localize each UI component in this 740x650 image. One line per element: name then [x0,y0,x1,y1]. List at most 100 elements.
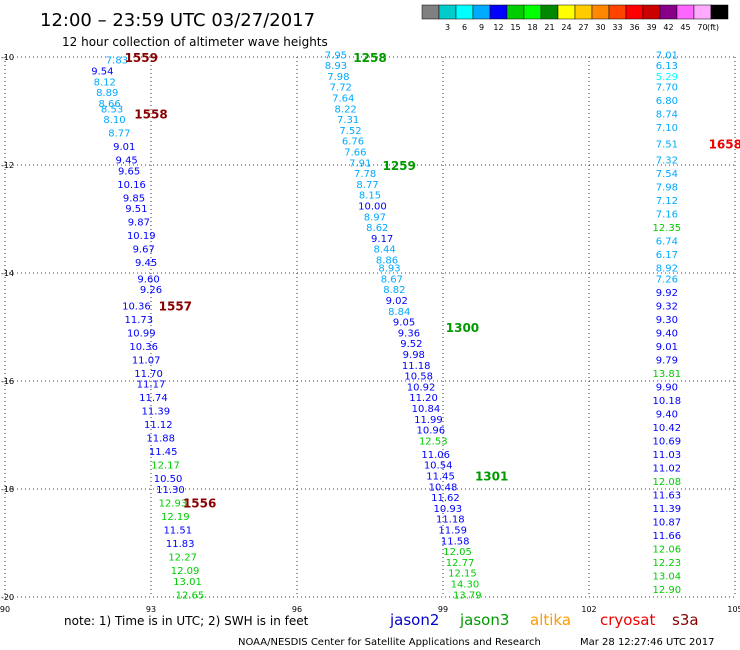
wave-height-value: 12.09 [171,566,200,577]
colorbar-swatch [659,4,678,20]
wave-height-value: 7.16 [656,210,678,221]
footer-note: note: 1) Time is in UTC; 2) SWH is in fe… [64,614,309,628]
wave-height-value: 7.98 [656,183,678,194]
wave-height-value: 11.88 [146,434,175,445]
pass-time-label: 1301 [475,470,508,484]
wave-height-value: 9.45 [135,258,157,269]
wave-height-value: 7.32 [656,156,678,167]
wave-height-value: 6.74 [656,237,678,248]
colorbar-label: 30 [595,23,605,32]
wave-height-value: 9.52 [400,339,422,350]
wave-height-value: 12.27 [168,553,197,564]
wave-height-value: 12.23 [653,558,682,569]
wave-height-value: 6.13 [656,61,678,72]
wave-height-value: 10.16 [117,180,146,191]
wave-height-value: 7.98 [327,72,349,83]
wave-height-value: 8.10 [103,115,125,126]
chart-subtitle: 12 hour collection of altimeter wave hei… [62,35,328,49]
wave-height-value: 7.91 [349,158,371,169]
wave-height-value: 12.17 [151,461,180,472]
wave-height-value: 12.19 [161,512,190,523]
colorbar-label: 6 [462,23,467,32]
wave-height-value: 11.70 [134,369,163,380]
wave-height-value: 7.52 [339,126,361,137]
colorbar-label: 18 [527,23,537,32]
wave-height-value: 7.26 [656,274,678,285]
wave-height-value: 10.50 [154,474,183,485]
colorbar-swatch [642,4,661,20]
footer-timestamp: Mar 28 12:27:46 UTC 2017 [580,637,715,648]
wave-height-value: 6.17 [656,250,678,261]
wave-height-value: 11.83 [166,539,195,550]
wave-height-value: 9.30 [656,315,678,326]
wave-height-value: 13.81 [653,369,682,380]
colorbar-label: 36 [629,23,639,32]
wave-height-value: 8.67 [381,274,403,285]
wave-height-value: 9.92 [656,288,678,299]
wave-height-value: 10.48 [429,482,458,493]
pass-time-label: 1259 [382,159,415,173]
wave-height-value: 9.17 [371,234,393,245]
wave-height-value: 12.35 [653,223,682,234]
wave-height-value: 12.65 [176,590,205,601]
wave-height-value: 9.90 [656,382,678,393]
colorbar-unit-label: (ft) [707,23,719,32]
wave-height-value: 9.45 [116,156,138,167]
colorbar-label: 45 [680,23,690,32]
colorbar-swatch [489,4,508,20]
wave-height-value: 10.58 [404,372,433,383]
wave-height-value: 13.79 [453,590,482,601]
wave-height-value: 8.86 [376,256,398,267]
pass-time-label: 1300 [446,321,479,335]
wave-height-value: 9.36 [398,328,420,339]
wave-height-value: 14.30 [451,580,480,591]
wave-height-value: 9.65 [118,166,140,177]
wave-height-value: 6.80 [656,96,678,107]
wave-height-value: 8.84 [388,307,410,318]
wave-height-value: 11.63 [653,490,682,501]
colorbar-swatch [557,4,576,20]
wave-height-value: 9.05 [393,318,415,329]
colorbar-swatch [455,4,474,20]
pass-time-labels: 1559155815571556125812591300130116581651 [125,51,740,511]
wave-height-value: 11.02 [653,463,682,474]
wave-height-value: 11.66 [653,531,682,542]
satellite-legend-jason2: jason2 [389,611,439,629]
wave-height-value: 9.51 [125,204,147,215]
wave-height-value: 9.54 [91,67,113,78]
y-tick-label: -20 [1,593,14,602]
wave-height-value: 11.74 [139,393,168,404]
wave-height-value: 12.93 [159,499,188,510]
colorbar-swatch [608,4,627,20]
y-tick-label: -14 [1,269,14,278]
wave-height-value: 11.18 [436,515,465,526]
wave-height-value: 13.01 [173,577,202,588]
colorbar-label: 42 [663,23,673,32]
wave-height-value: 10.96 [417,426,446,437]
wave-height-value: 7.72 [330,83,352,94]
wave-height-value: 8.97 [364,212,386,223]
wave-height-value: 8.12 [94,77,116,88]
wave-height-value: 11.39 [142,407,171,418]
colorbar-swatch [591,4,610,20]
satellite-legend-altika: altika [530,611,571,629]
wave-height-value: 9.32 [656,301,678,312]
wave-height-value: 7.54 [656,169,678,180]
footer-credit: NOAA/NESDIS Center for Satellite Applica… [238,637,541,648]
wave-height-value: 7.10 [656,123,678,134]
wave-height-value: 12.53 [419,436,448,447]
wave-height-value: 11.62 [431,493,460,504]
wave-height-value: 7.64 [332,94,354,105]
wave-height-value: 12.15 [448,569,477,580]
map-grid [4,56,736,598]
wave-height-value: 11.03 [653,450,682,461]
wave-height-value: 11.39 [653,504,682,515]
wave-height-value: 8.62 [366,223,388,234]
x-tick-label: 96 [292,605,302,614]
wave-height-value: 13.04 [653,571,682,582]
wave-height-value: 8.82 [383,285,405,296]
wave-height-value: 7.83 [106,56,128,67]
x-tick-label: 90 [0,605,10,614]
wave-height-value: 8.66 [99,99,121,110]
